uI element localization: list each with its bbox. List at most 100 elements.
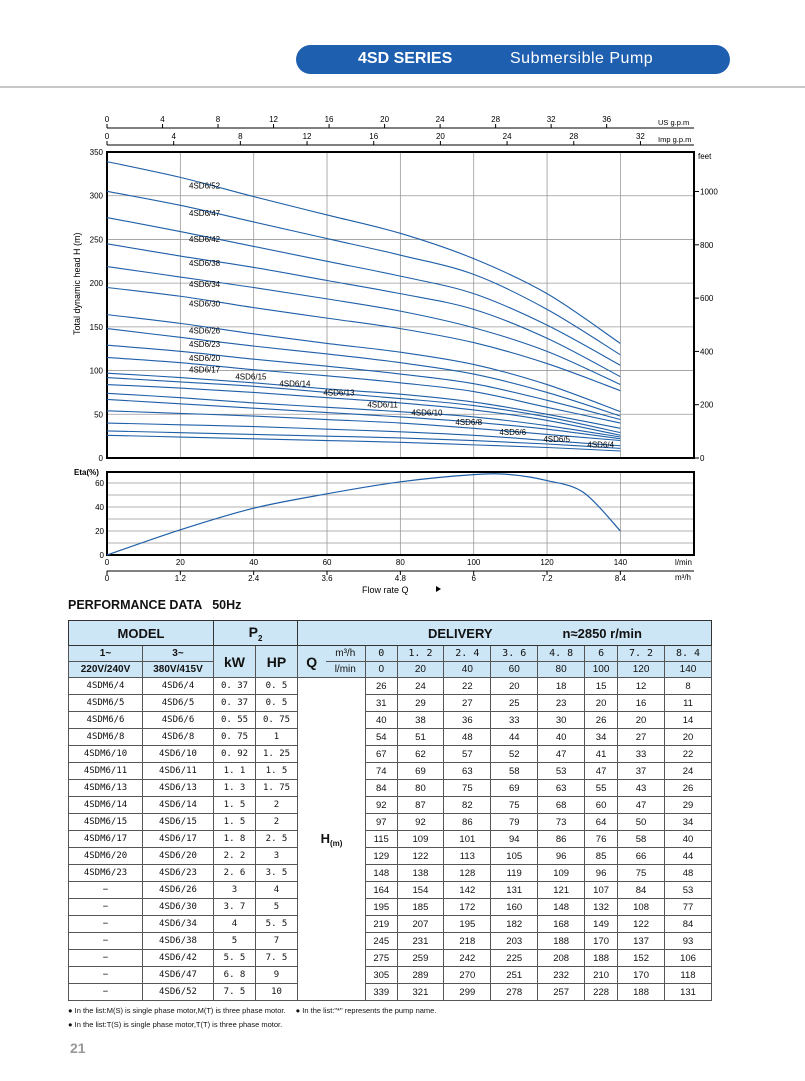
model-single: 4SDM6/8: [68, 728, 143, 746]
head-value: 20: [664, 728, 712, 746]
power-hp: 4: [255, 881, 298, 899]
x-tick-label-m3h: 8.4: [615, 574, 627, 583]
power-hp: 1. 75: [255, 779, 298, 797]
head-value: 57: [443, 745, 492, 763]
top-axis-tick-label: 12: [303, 132, 312, 141]
curve-label: 4SD6/52: [189, 181, 221, 190]
table-row: 4SDM6/4 4SD6/4 0. 37 0. 5 H(m) 26 24 22 20 18 15 12…: [68, 677, 712, 1001]
table-row: 4SDM6/6 4SD6/6 0. 55 0. 75 40 38 36 33 30 26 20 14: [68, 711, 712, 729]
top-axis-tick-label: 16: [325, 115, 334, 124]
head-value: 195: [443, 915, 492, 933]
model-three: 4SD6/13: [142, 779, 214, 797]
head-value: 51: [396, 728, 445, 746]
curve-label: 4SD6/11: [367, 401, 398, 410]
head-value: 44: [490, 728, 539, 746]
head-value: 168: [537, 915, 586, 933]
arrow-icon: [436, 586, 441, 592]
x-tick-label-m3h: 7.2: [541, 574, 553, 583]
head-value: 20: [617, 711, 665, 729]
head-value: 48: [443, 728, 492, 746]
y-axis-label: Total dynamic head H (m): [72, 232, 82, 335]
top-axis-tick-label: 8: [238, 132, 243, 141]
m3h-unit: m³/h: [325, 645, 366, 662]
head-value: 118: [664, 966, 712, 984]
head-value: 26: [664, 779, 712, 797]
head-value: 160: [490, 898, 539, 916]
eta-curve: [106, 473, 621, 556]
model-three: 4SD6/23: [142, 864, 214, 882]
table-row: −4SD6/34 4 5. 5 219 207 195 182 168 149 122 84: [68, 915, 712, 933]
curve-label: 4SD6/17: [189, 365, 221, 374]
curve-label: 4SD6/6: [499, 428, 526, 437]
head-curve: [106, 384, 621, 436]
head-value: 30: [537, 711, 586, 729]
table-row: −4SD6/47 6. 8 9 305 289 270 251 232 210 170 118: [68, 966, 712, 984]
page-number: 21: [70, 1040, 86, 1056]
q-lmin-value: 100: [584, 661, 619, 678]
head-value: 203: [490, 932, 539, 950]
head-value: 24: [396, 677, 445, 695]
head-value: 257: [537, 983, 586, 1001]
head-value: 231: [396, 932, 445, 950]
model-single: −: [68, 881, 143, 899]
head-value: 107: [584, 881, 619, 899]
x-tick-label-lmin: 80: [396, 558, 405, 567]
model-single: −: [68, 898, 143, 916]
x-tick-label-m3h: 4.8: [395, 574, 407, 583]
model-three: 4SD6/6: [142, 711, 214, 729]
feet-tick-label: 400: [700, 347, 714, 356]
power-kw: 1. 3: [213, 779, 256, 797]
performance-chart: 05010015020025030035002004006008001000fe…: [72, 115, 718, 595]
head-value: 101: [443, 830, 492, 848]
x-tick-label-lmin: 60: [323, 558, 332, 567]
model-three: 4SD6/38: [142, 932, 214, 950]
q-m3h-value: 8. 4: [664, 645, 712, 662]
y-tick-label: 50: [94, 410, 103, 419]
head-value: 64: [584, 813, 619, 831]
q-lmin-value: 60: [490, 661, 539, 678]
head-value: 22: [664, 745, 712, 763]
head-value: 75: [490, 796, 539, 814]
curve-label: 4SD6/8: [455, 418, 482, 427]
head-value: 53: [664, 881, 712, 899]
curve-label: 4SD6/26: [189, 326, 221, 335]
head-value: 275: [365, 949, 398, 967]
head-value: 129: [365, 847, 398, 865]
head-value: 75: [443, 779, 492, 797]
head-value: 12: [617, 677, 665, 695]
head-value: 207: [396, 915, 445, 933]
head-value: 148: [537, 898, 586, 916]
head-value: 82: [443, 796, 492, 814]
lmin-unit: l/min: [325, 661, 366, 678]
note: ● In the list:M(S) is single phase motor…: [68, 1006, 286, 1015]
head-curve: [106, 161, 621, 344]
top-axis-tick-label: 24: [436, 115, 445, 124]
head-value: 195: [365, 898, 398, 916]
head-value: 109: [396, 830, 445, 848]
head-value: 50: [617, 813, 665, 831]
head-value: 84: [617, 881, 665, 899]
top-axis-tick-label: 36: [602, 115, 611, 124]
model-single: 4SDM6/15: [68, 813, 143, 831]
head-value: 219: [365, 915, 398, 933]
q-lmin-value: 120: [617, 661, 665, 678]
head-value: 40: [537, 728, 586, 746]
head-value: 85: [584, 847, 619, 865]
curve-label: 4SD6/15: [235, 373, 267, 382]
power-kw: 0. 92: [213, 745, 256, 763]
head-curve: [106, 286, 621, 392]
head-value: 58: [617, 830, 665, 848]
power-hp: 7. 5: [255, 949, 298, 967]
note: ● In the list:T(S) is single phase motor…: [68, 1020, 283, 1029]
head-curve: [106, 243, 621, 378]
x-tick-label-lmin: 40: [249, 558, 258, 567]
q-lmin-value: 80: [537, 661, 586, 678]
head-value: 38: [396, 711, 445, 729]
head-value: 170: [584, 932, 619, 950]
col2-voltage: 380V/415V: [142, 661, 214, 678]
head-value: 20: [584, 694, 619, 712]
model-single: 4SDM6/14: [68, 796, 143, 814]
head-value: 11: [664, 694, 712, 712]
x-tick-label-lmin: 100: [467, 558, 481, 567]
x-tick-label-m3h: 6: [471, 574, 476, 583]
